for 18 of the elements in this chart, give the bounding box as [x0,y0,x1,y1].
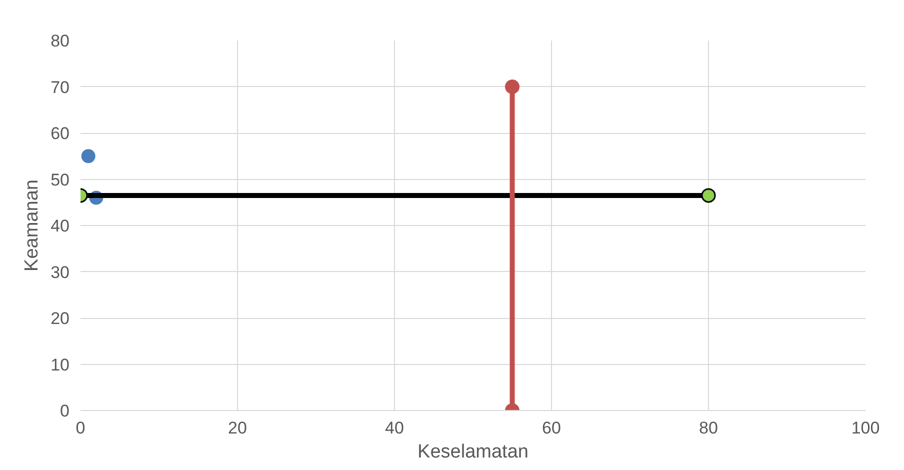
y-axis-title: Keamanan [22,180,43,272]
y-tick-label: 80 [50,32,70,50]
x-tick-label: 20 [228,418,247,438]
x-tick-label: 80 [699,418,718,438]
x-axis-title: Keselamatan [418,442,528,462]
y-tick-label: 10 [50,355,70,374]
x-tick-label: 100 [851,418,880,438]
x-tick-label: 60 [542,418,561,438]
y-tick-label: 50 [50,170,70,190]
point [81,149,96,164]
y-tick-label: 20 [50,309,70,328]
y-tick-label: 30 [50,262,70,282]
y-tick-label: 60 [50,124,70,143]
x-tick-label: 0 [76,418,86,438]
y-tick-label: 40 [50,216,70,236]
y-tick-label: 70 [50,78,70,97]
x-tick-label: 40 [385,418,404,438]
y-tick-label: 0 [60,402,70,420]
